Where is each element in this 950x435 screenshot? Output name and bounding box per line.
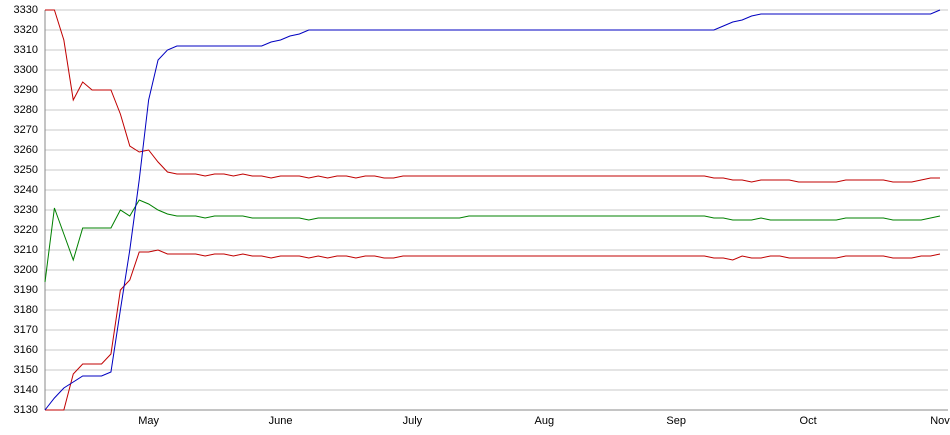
y-tick-label: 3290 <box>14 84 38 96</box>
x-tick-label: Aug <box>535 415 555 427</box>
y-tick-label: 3330 <box>14 4 38 16</box>
y-tick-label: 3260 <box>14 144 38 156</box>
x-tick-label: Nov <box>930 415 950 427</box>
y-tick-label: 3250 <box>14 164 38 176</box>
y-tick-label: 3130 <box>14 404 38 416</box>
y-tick-label: 3240 <box>14 184 38 196</box>
y-tick-label: 3280 <box>14 104 38 116</box>
series-line <box>44 199 941 283</box>
x-tick-label: July <box>403 415 423 427</box>
x-tick-label: Sep <box>666 415 686 427</box>
y-tick-label: 3160 <box>14 344 38 356</box>
y-tick-label: 3150 <box>14 364 38 376</box>
series-line <box>45 249 941 411</box>
y-tick-label: 3140 <box>14 384 38 396</box>
y-tick-label: 3170 <box>14 324 38 336</box>
y-tick-label: 3210 <box>14 244 38 256</box>
x-tick-label: May <box>138 415 159 427</box>
series-line <box>45 9 940 183</box>
y-tick-label: 3310 <box>14 44 38 56</box>
series-line <box>44 9 941 411</box>
y-tick-label: 3300 <box>14 64 38 76</box>
y-tick-label: 3230 <box>14 204 38 216</box>
y-tick-label: 3320 <box>14 24 38 36</box>
y-tick-label: 3220 <box>14 224 38 236</box>
x-tick-label: Oct <box>800 415 817 427</box>
x-tick-label: June <box>269 415 293 427</box>
y-tick-label: 3270 <box>14 124 38 136</box>
y-tick-label: 3200 <box>14 264 38 276</box>
y-tick-label: 3190 <box>14 284 38 296</box>
y-tick-label: 3180 <box>14 304 38 316</box>
